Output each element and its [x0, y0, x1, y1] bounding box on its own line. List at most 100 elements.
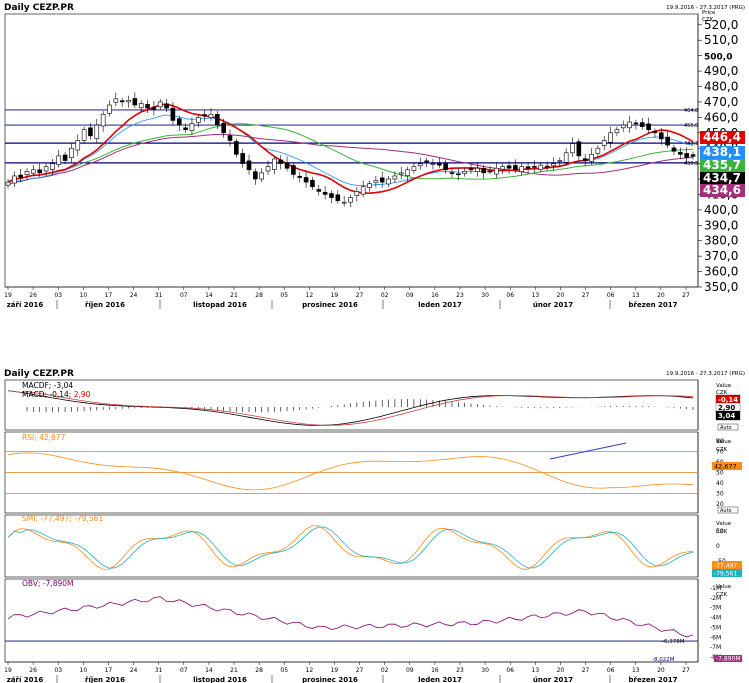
candle-body: [37, 169, 43, 174]
rsi-auto-button[interactable]: [717, 506, 739, 514]
candle-body: [411, 166, 417, 172]
candle-body: [322, 191, 328, 195]
candle-body: [215, 113, 220, 126]
time-tick-label: 24: [130, 667, 138, 674]
rsi-tick-label: 30: [716, 490, 724, 497]
time-tick-label: 03: [54, 667, 62, 674]
obv-tick-label: -2M: [710, 595, 721, 602]
obv-tick-label: -7M: [710, 644, 721, 651]
macd-value-label: 2,90: [718, 404, 735, 412]
candle-body: [417, 163, 423, 167]
obv-frame: [4, 578, 699, 663]
price-marker-label: 446,4: [703, 130, 741, 144]
candle-body: [354, 191, 360, 196]
obv-bottom-label: -8,022M: [652, 657, 675, 663]
macdf-title: MACDF; -3,04: [22, 381, 73, 390]
price-tick-label: 510,0: [704, 33, 738, 47]
candle-body: [424, 160, 429, 163]
price-panel[interactable]: 464,8 455,0 443,3 430,5: [4, 13, 699, 288]
macd-value-label: Value: [716, 383, 732, 389]
candle-body: [665, 136, 670, 146]
candle-body: [81, 129, 87, 141]
candle-body: [646, 123, 651, 130]
rsi-line: [7, 452, 694, 491]
obv-currency-label: CZK: [716, 592, 728, 598]
time-tick-label: 06: [506, 667, 514, 674]
candle-body: [525, 166, 531, 169]
time-tick-label: 07: [180, 667, 188, 674]
price-marker-badge: [700, 184, 745, 197]
candle-body: [24, 171, 30, 176]
candle-body: [379, 177, 385, 183]
time-tick-label: 20: [557, 292, 565, 299]
obv-tick-label: -5M: [710, 624, 721, 631]
candle-body: [595, 147, 601, 154]
time-tick-label: 19: [4, 667, 12, 674]
candle-body: [487, 170, 493, 173]
time-tick-label: 20: [557, 667, 565, 674]
smi-panel[interactable]: 500-50-77,497-79,561: [4, 514, 742, 578]
candle-body: [386, 178, 391, 185]
candle-body: [189, 123, 195, 131]
time-tick-label: 06: [506, 292, 514, 299]
candle-body: [5, 181, 11, 186]
time-tick-label: 27: [682, 292, 690, 299]
month-label: březen 2017: [629, 676, 678, 683]
macd-panel[interactable]: -0,142,903,04 Auto: [4, 379, 741, 431]
time-tick-label: 19: [4, 292, 12, 299]
obv-panel[interactable]: -1M-2M-3M-4M-5M-6M-7M-8M-6,378M-8,022M-7…: [4, 578, 742, 663]
time-tick-label: 09: [406, 667, 414, 674]
candle-body: [272, 158, 277, 170]
candle-body: [202, 114, 207, 117]
price-marker-badge: [700, 172, 745, 185]
month-label: říjen 2016: [85, 676, 125, 683]
candle-body: [183, 127, 188, 130]
time-tick-label: 28: [255, 292, 263, 299]
candle-body: [475, 167, 480, 172]
smi-signal-line: [7, 526, 694, 569]
candle-body: [195, 117, 201, 123]
currency-label: CZK: [702, 17, 714, 23]
smi-value-label: -77,497: [714, 563, 737, 570]
candle-body: [620, 124, 626, 129]
horizontal-level-label: 455,0: [684, 123, 698, 129]
candle-body: [468, 168, 474, 171]
time-tick-label: 31: [155, 667, 163, 674]
time-tick-label: 17: [105, 667, 113, 674]
candle-body: [176, 118, 182, 126]
candle-body: [443, 163, 448, 171]
price-marker-label: 435,7: [703, 158, 741, 172]
candle-body: [373, 180, 379, 184]
time-tick-label: 09: [406, 292, 414, 299]
month-label: říjen 2016: [85, 301, 125, 309]
obv-tick-label: -4M: [710, 615, 721, 622]
candle-body: [341, 201, 347, 204]
price-axis-label: Price: [702, 10, 716, 16]
macd-value-label: 3,04: [718, 412, 735, 420]
time-tick-label: 05: [280, 292, 288, 299]
price-plot-frame: [4, 13, 699, 288]
macd-auto-button[interactable]: [717, 423, 739, 431]
rsi-auto-label: Auto: [720, 508, 732, 514]
candle-body: [627, 121, 632, 129]
time-axis: 19 26 03 10 17 24 31 07 14 21 28 05 12 19 27 02 09 16 23 30…: [4, 286, 698, 309]
candle-body: [513, 165, 518, 171]
price-marker-badge: [700, 131, 745, 144]
rsi-value-badge: [712, 462, 742, 470]
time-tick-label: 06: [607, 292, 615, 299]
horizontal-level-label: 430,5: [684, 161, 698, 167]
bottom-time-axis: 19 26 03 10 17 24 31 07 14 21 28 05 12 19 27 02 09 16 23 30…: [4, 661, 698, 683]
candle-body: [456, 173, 461, 176]
candle-body: [405, 169, 410, 176]
month-label: listopad 2016: [193, 301, 247, 309]
rsi-tick-label: 20: [716, 501, 724, 508]
time-tick-label: 27: [582, 667, 590, 674]
time-tick-label: 10: [80, 667, 88, 674]
time-tick-label: 19: [331, 292, 339, 299]
time-tick-label: 27: [682, 667, 690, 674]
time-tick-label: 26: [29, 667, 37, 674]
obv-value-label: Value: [716, 584, 732, 590]
candle-body: [430, 163, 436, 165]
